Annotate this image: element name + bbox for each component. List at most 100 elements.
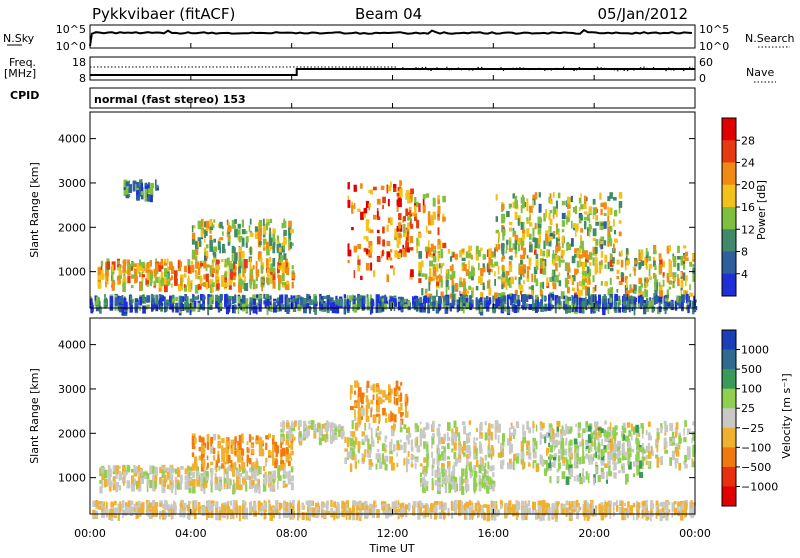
range-gate-cell bbox=[545, 237, 548, 242]
range-gate-cell bbox=[502, 272, 505, 278]
range-gate-cell bbox=[112, 282, 116, 285]
colorbar-tick-label: 28 bbox=[741, 134, 755, 147]
range-gate-cell bbox=[101, 261, 103, 266]
range-gate-cell bbox=[228, 441, 230, 447]
range-gate-cell bbox=[105, 282, 107, 287]
colorbar-segment bbox=[722, 163, 736, 186]
range-gate-cell bbox=[420, 478, 422, 483]
range-gate-cell bbox=[354, 299, 356, 304]
range-gate-cell bbox=[498, 266, 500, 275]
range-gate-cell bbox=[390, 265, 393, 268]
range-gate-cell bbox=[553, 440, 557, 446]
range-gate-cell bbox=[539, 238, 541, 244]
range-gate-cell bbox=[418, 251, 422, 259]
range-gate-cell bbox=[361, 408, 365, 417]
range-gate-cell bbox=[675, 460, 677, 469]
range-gate-cell bbox=[242, 295, 246, 304]
range-gate-cell bbox=[234, 294, 236, 302]
range-gate-cell bbox=[488, 288, 491, 296]
range-gate-cell bbox=[370, 190, 373, 195]
range-gate-cell bbox=[539, 204, 542, 213]
range-gate-cell bbox=[194, 301, 197, 308]
range-gate-cell bbox=[145, 183, 147, 186]
range-gate-cell bbox=[617, 276, 620, 279]
range-gate-cell bbox=[600, 209, 602, 216]
range-gate-cell bbox=[649, 256, 651, 261]
range-gate-cell bbox=[473, 437, 475, 443]
range-gate-cell bbox=[432, 423, 434, 427]
range-gate-cell bbox=[417, 426, 420, 432]
range-gate-cell bbox=[400, 421, 402, 428]
range-gate-cell bbox=[110, 296, 114, 303]
range-gate-cell bbox=[623, 428, 626, 433]
range-gate-cell bbox=[115, 465, 119, 474]
power-heatmap bbox=[90, 179, 697, 316]
range-gate-cell bbox=[90, 306, 93, 314]
range-gate-cell bbox=[566, 438, 568, 442]
range-gate-cell bbox=[385, 464, 388, 471]
range-gate-cell bbox=[378, 390, 382, 395]
range-gate-cell bbox=[554, 453, 558, 456]
range-gate-cell bbox=[367, 439, 369, 445]
range-gate-cell bbox=[609, 192, 613, 199]
range-gate-cell bbox=[498, 238, 500, 243]
range-gate-cell bbox=[171, 266, 174, 274]
range-gate-cell bbox=[510, 297, 512, 300]
range-gate-cell bbox=[212, 268, 215, 273]
range-gate-cell bbox=[557, 476, 560, 481]
colorbar-tick-label: 24 bbox=[741, 157, 755, 170]
range-gate-cell bbox=[595, 215, 597, 220]
range-gate-cell bbox=[397, 193, 400, 197]
range-gate-cell bbox=[206, 268, 208, 272]
colorbar-segment bbox=[722, 118, 736, 141]
range-gate-cell bbox=[437, 200, 440, 205]
range-gate-cell bbox=[268, 435, 271, 438]
range-gate-cell bbox=[549, 424, 552, 427]
range-gate-cell bbox=[366, 249, 368, 255]
noise-left-tick-top: 10^5 bbox=[56, 23, 86, 36]
range-gate-cell bbox=[252, 294, 255, 298]
range-gate-cell bbox=[256, 269, 260, 277]
range-gate-cell bbox=[569, 448, 571, 453]
range-gate-cell bbox=[278, 275, 282, 284]
range-gate-cell bbox=[474, 471, 478, 478]
range-gate-cell bbox=[613, 444, 617, 451]
range-gate-cell bbox=[621, 250, 623, 256]
range-gate-cell bbox=[282, 460, 284, 464]
range-gate-cell bbox=[452, 469, 455, 475]
range-gate-cell bbox=[518, 238, 521, 245]
range-gate-cell bbox=[498, 424, 501, 433]
range-gate-cell bbox=[433, 250, 437, 254]
range-gate-cell bbox=[593, 207, 596, 215]
range-gate-cell bbox=[579, 281, 582, 286]
range-gate-cell bbox=[496, 244, 498, 248]
range-gate-cell bbox=[639, 472, 643, 478]
range-gate-cell bbox=[293, 298, 295, 305]
range-gate-cell bbox=[213, 448, 215, 454]
range-gate-cell bbox=[400, 440, 402, 443]
range-gate-cell bbox=[535, 224, 537, 229]
range-gate-cell bbox=[180, 296, 182, 304]
date-label: 05/Jan/2012 bbox=[598, 5, 689, 23]
range-gate-cell bbox=[428, 231, 432, 235]
range-gate-cell bbox=[681, 302, 684, 311]
range-gate-cell bbox=[283, 237, 287, 245]
range-gate-cell bbox=[119, 501, 121, 505]
range-gate-cell bbox=[339, 298, 341, 302]
range-gate-cell bbox=[486, 470, 489, 474]
range-gate-cell bbox=[542, 251, 545, 257]
range-gate-cell bbox=[354, 380, 358, 387]
range-gate-cell bbox=[99, 469, 101, 472]
range-gate-cell bbox=[452, 264, 454, 271]
range-gate-cell bbox=[544, 307, 548, 311]
range-gate-cell bbox=[206, 251, 208, 257]
range-gate-cell bbox=[344, 448, 348, 451]
range-gate-cell bbox=[536, 254, 539, 260]
range-gate-cell bbox=[231, 440, 235, 446]
range-gate-cell bbox=[109, 467, 111, 476]
range-gate-cell bbox=[438, 299, 442, 304]
range-gate-cell bbox=[258, 480, 260, 487]
range-gate-cell bbox=[448, 468, 450, 475]
range-gate-cell bbox=[104, 298, 107, 303]
range-gate-cell bbox=[241, 438, 244, 443]
